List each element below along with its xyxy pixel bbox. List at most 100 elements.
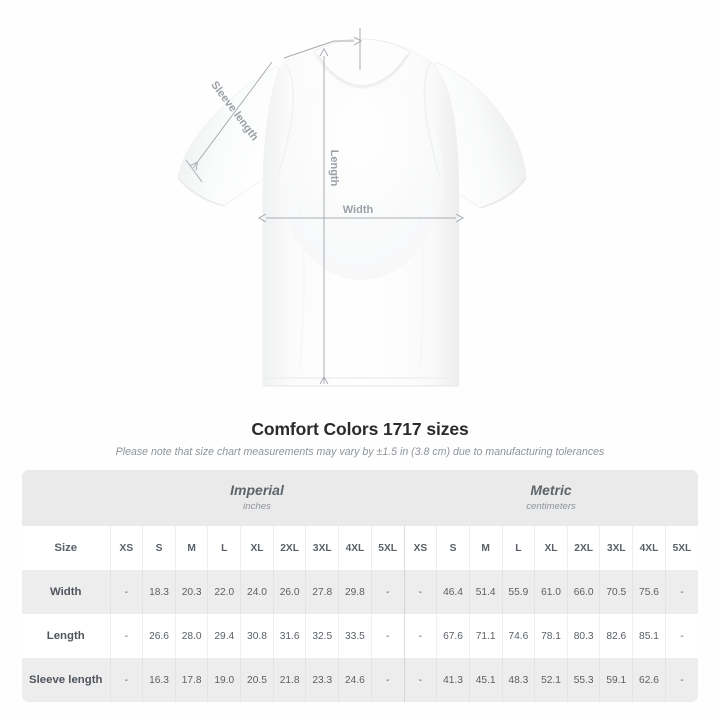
length-label: Length: [328, 150, 340, 187]
width-label: Width: [343, 204, 374, 216]
cell-sleeve-imp-2xl: 21.8: [272, 658, 306, 702]
cell-length-met-3xl: 82.6: [599, 614, 633, 658]
size-chart-table: Imperial inches Metric centimeters Size …: [22, 470, 698, 702]
cell-sleeve-met-5xl: -: [664, 658, 698, 702]
cell-length-met-m: 71.1: [468, 614, 502, 658]
page-title: Comfort Colors 1717 sizes: [251, 419, 469, 439]
tshirt-illustration: Sleeve length Length Width: [177, 28, 527, 387]
cell-sleeve-met-2xl: 55.3: [566, 658, 600, 702]
cell-sleeve-met-l: 48.3: [501, 658, 535, 702]
cell-width-met-xs: -: [403, 570, 437, 614]
cell-length-imp-3xl: 32.5: [305, 614, 339, 658]
size-header-imp-2xl: 2XL: [272, 526, 306, 570]
unit-band-row: Imperial inches Metric centimeters: [22, 470, 698, 526]
cell-length-imp-4xl: 33.5: [338, 614, 372, 658]
cell-sleeve-met-s: 41.3: [436, 658, 470, 702]
unit-metric-name: Metric: [530, 482, 572, 498]
size-header-imp-4xl: 4XL: [338, 526, 372, 570]
measurement-annotations: [185, 28, 456, 384]
cell-width-met-2xl: 66.0: [566, 570, 600, 614]
cell-sleeve-imp-s: 16.3: [142, 658, 176, 702]
cell-sleeve-imp-5xl: -: [370, 658, 405, 702]
cell-length-imp-l: 29.4: [207, 614, 241, 658]
cell-width-imp-xs: -: [109, 570, 143, 614]
cell-sleeve-imp-m: 17.8: [174, 658, 208, 702]
cell-length-met-xs: -: [403, 614, 437, 658]
size-header-row: Size XS S M L XL 2XL 3XL 4XL 5XL XS S M …: [22, 526, 698, 570]
size-header-imp-l: L: [207, 526, 241, 570]
cell-length-imp-5xl: -: [370, 614, 405, 658]
cell-width-met-3xl: 70.5: [599, 570, 633, 614]
tolerance-note: Please note that size chart measurements…: [115, 446, 605, 458]
unit-metric-sub: centimeters: [526, 501, 576, 512]
unit-metric-cell: Metric centimeters: [404, 470, 698, 526]
cell-sleeve-imp-4xl: 24.6: [338, 658, 372, 702]
cell-length-met-2xl: 80.3: [566, 614, 600, 658]
cell-sleeve-imp-l: 19.0: [207, 658, 241, 702]
cell-length-met-s: 67.6: [436, 614, 470, 658]
cell-width-imp-l: 22.0: [207, 570, 241, 614]
cell-width-imp-s: 18.3: [142, 570, 176, 614]
size-header-met-m: M: [468, 526, 502, 570]
size-header-imp-5xl: 5XL: [370, 526, 405, 570]
cell-length-imp-2xl: 31.6: [272, 614, 306, 658]
cell-width-imp-3xl: 27.8: [305, 570, 339, 614]
cell-sleeve-imp-xs: -: [109, 658, 143, 702]
table-head: Imperial inches Metric centimeters Size …: [22, 470, 698, 570]
size-header-imp-s: S: [142, 526, 176, 570]
cell-width-met-l: 55.9: [501, 570, 535, 614]
size-header-met-4xl: 4XL: [632, 526, 666, 570]
cell-sleeve-met-4xl: 62.6: [632, 658, 666, 702]
cell-sleeve-imp-xl: 20.5: [240, 658, 274, 702]
unit-imperial-cell: Imperial inches: [110, 470, 405, 526]
cell-length-imp-s: 26.6: [142, 614, 176, 658]
measurements-table: Imperial inches Metric centimeters Size …: [22, 470, 698, 702]
cell-length-met-l: 74.6: [501, 614, 535, 658]
cell-length-met-5xl: -: [664, 614, 698, 658]
row-label-sleeve-length: Sleeve length: [22, 658, 110, 702]
unit-imperial-sub: inches: [243, 501, 271, 512]
cell-width-met-5xl: -: [664, 570, 698, 614]
size-header-met-xl: XL: [534, 526, 568, 570]
size-header-imp-xl: XL: [240, 526, 274, 570]
cell-width-imp-5xl: -: [370, 570, 405, 614]
cell-sleeve-met-xs: -: [403, 658, 437, 702]
size-header-met-xs: XS: [403, 526, 437, 570]
cell-length-imp-xl: 30.8: [240, 614, 274, 658]
sleeve-length-end-tick: [185, 159, 203, 183]
cell-width-met-s: 46.4: [436, 570, 470, 614]
cell-sleeve-imp-3xl: 23.3: [305, 658, 339, 702]
size-header-met-2xl: 2XL: [566, 526, 600, 570]
cell-width-imp-4xl: 29.8: [338, 570, 372, 614]
chart-header: Comfort Colors 1717 sizes Please note th…: [0, 418, 720, 459]
table-row: Length - 26.6 28.0 29.4 30.8 31.6 32.5 3…: [22, 614, 698, 658]
table-row: Sleeve length - 16.3 17.8 19.0 20.5 21.8…: [22, 658, 698, 702]
size-header-imp-m: M: [174, 526, 208, 570]
unit-band-spacer: [22, 470, 110, 526]
row-label-length: Length: [46, 630, 85, 642]
table-row: Width - 18.3 20.3 22.0 24.0 26.0 27.8 29…: [22, 570, 698, 614]
cell-length-imp-xs: -: [109, 614, 143, 658]
size-header-met-5xl: 5XL: [664, 526, 698, 570]
size-header-label: Size: [22, 526, 110, 570]
cell-width-met-m: 51.4: [468, 570, 502, 614]
size-header-met-s: S: [436, 526, 470, 570]
unit-imperial-name: Imperial: [230, 482, 284, 498]
size-header-imp-3xl: 3XL: [305, 526, 339, 570]
cell-length-imp-m: 28.0: [174, 614, 208, 658]
cell-width-met-4xl: 75.6: [632, 570, 666, 614]
cell-length-met-4xl: 85.1: [632, 614, 666, 658]
table-body: Width - 18.3 20.3 22.0 24.0 26.0 27.8 29…: [22, 570, 698, 702]
cell-sleeve-met-m: 45.1: [468, 658, 502, 702]
cell-length-met-xl: 78.1: [534, 614, 568, 658]
cell-width-met-xl: 61.0: [534, 570, 568, 614]
size-header-imp-xs: XS: [109, 526, 143, 570]
cell-width-imp-2xl: 26.0: [272, 570, 306, 614]
sleeve-length-arrow: [193, 61, 273, 168]
size-header-met-3xl: 3XL: [599, 526, 633, 570]
cell-width-imp-xl: 24.0: [240, 570, 274, 614]
cell-sleeve-met-3xl: 59.1: [599, 658, 633, 702]
shoulder-arrow: [283, 41, 354, 59]
cell-width-imp-m: 20.3: [174, 570, 208, 614]
cell-sleeve-met-xl: 52.1: [534, 658, 568, 702]
